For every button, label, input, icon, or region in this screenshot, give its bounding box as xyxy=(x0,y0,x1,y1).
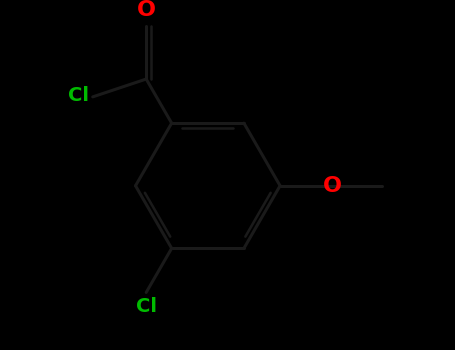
Text: O: O xyxy=(323,176,341,196)
Text: Cl: Cl xyxy=(136,298,157,316)
Text: O: O xyxy=(136,0,156,20)
Text: Cl: Cl xyxy=(68,86,90,105)
